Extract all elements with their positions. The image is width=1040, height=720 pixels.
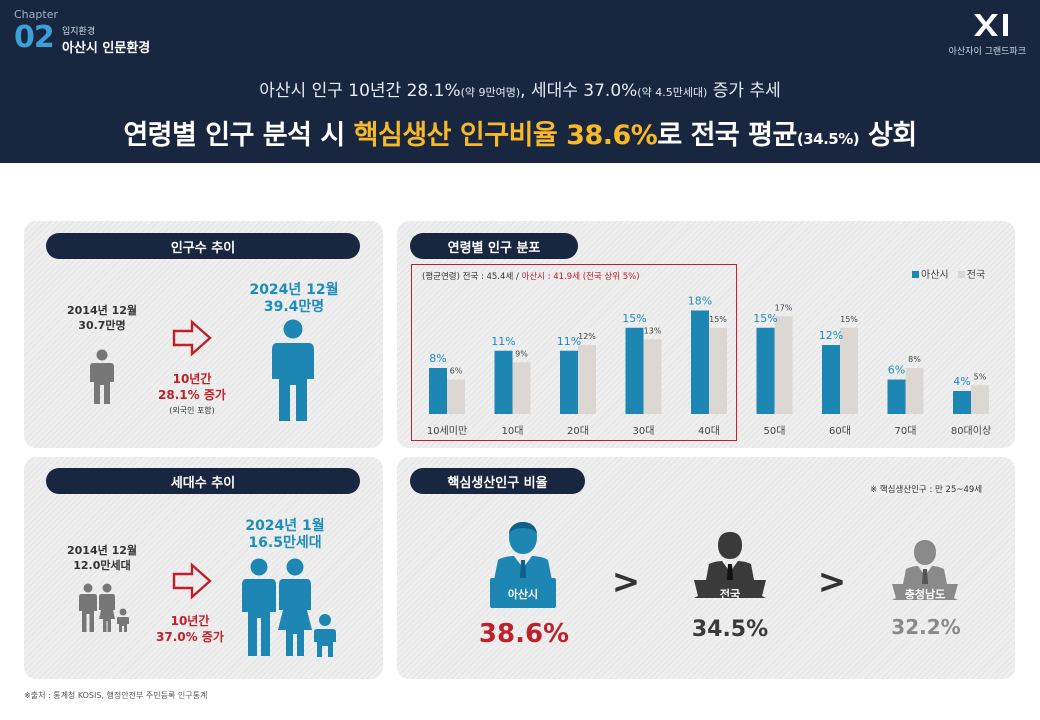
legend-swatch-national	[957, 271, 965, 278]
label-national-0: 6%	[450, 367, 463, 376]
brand-name: 아산자이 그랜드파크	[948, 47, 1026, 57]
person-small-icon	[90, 349, 114, 404]
chapter-label: Chapter	[14, 8, 58, 21]
label-asan-4: 18%	[688, 295, 712, 308]
category-label-3: 30대	[633, 425, 655, 437]
bar-national-0	[447, 379, 465, 414]
average-age-note: (평균연령) 전국 : 45.4세 / 아산시 : 41.9세 (전국 상위 5…	[422, 272, 640, 282]
bar-national-4	[709, 327, 727, 414]
category-label-2: 20대	[567, 425, 589, 437]
label-national-8: 5%	[974, 372, 987, 381]
label-asan-3: 15%	[622, 312, 646, 325]
chungnam-businessman-icon	[892, 540, 958, 600]
population-growth-note: (외국인 포함)	[169, 406, 215, 415]
label-asan-7: 6%	[888, 364, 905, 377]
bar-national-1	[512, 362, 531, 414]
label-national-3: 13%	[644, 326, 662, 335]
family-small-icon	[79, 583, 129, 632]
population-after: 2024년 12월 39.4만명	[249, 282, 339, 315]
bar-asan-2	[560, 350, 578, 414]
household-title: 세대수 추이	[46, 468, 360, 494]
label-asan-5: 15%	[753, 312, 777, 325]
population-growth: 10년간 28.1% 증가	[158, 372, 226, 402]
category-label-5: 50대	[764, 425, 786, 437]
family-large-icon	[242, 558, 336, 657]
source-note: ※출처 : 통계청 KOSIS, 행정안전부 주민등록 인구통계	[24, 691, 208, 700]
age-chart-title: 연령별 인구 분포	[410, 233, 578, 259]
legend-swatch-asan	[912, 271, 919, 278]
label-national-7: 8%	[908, 355, 921, 364]
asan-businessman-icon	[490, 522, 556, 608]
population-title: 인구수 추이	[46, 233, 360, 259]
category-label-0: 10세미만	[427, 425, 467, 437]
category-label-4: 40대	[698, 425, 720, 437]
bar-asan-5	[756, 327, 775, 414]
bar-asan-6	[822, 345, 840, 414]
bar-asan-1	[494, 350, 513, 414]
label-asan-2: 11%	[557, 335, 581, 348]
arrow-right-icon	[172, 319, 212, 357]
greater-than-2: >	[817, 562, 847, 602]
legend-label-asan: 아산시	[921, 270, 949, 281]
bar-asan-7	[887, 379, 906, 414]
legend-label-national: 전국	[966, 270, 986, 281]
label-asan-8: 4%	[953, 375, 970, 388]
national-businessman-icon	[694, 532, 766, 598]
section-title: 아산시 인문환경	[62, 41, 151, 56]
person-large-icon	[272, 319, 314, 421]
section-subtitle: 입지환경	[62, 27, 96, 37]
header: Chapter 02 입지환경 아산시 인문환경 아산자이 그랜드파크 아산시 …	[0, 0, 1040, 163]
headline: 연령별 인구 분석 시 핵심생산 인구비율 38.6%로 전국 평균(34.5%…	[123, 120, 917, 151]
bar-national-3	[643, 339, 662, 414]
core-title: 핵심생산인구 비율	[410, 468, 585, 494]
label-national-6: 15%	[840, 315, 858, 324]
national-label: 전국	[719, 588, 741, 601]
population-before: 2014년 12월 30.7만명	[67, 304, 137, 332]
age-distribution-chart: 8%6%10세미만11%9%10대11%12%20대15%13%30대18%15…	[427, 295, 991, 438]
household-growth: 10년간 37.0% 증가	[156, 614, 224, 644]
greater-than-1: >	[611, 562, 641, 602]
bar-national-7	[905, 368, 924, 414]
core-note: ※ 핵심생산인구 : 만 25~49세	[870, 485, 983, 495]
highlight-box	[411, 264, 737, 441]
bar-national-2	[578, 345, 596, 414]
label-asan-6: 12%	[819, 329, 843, 342]
bar-asan-4	[691, 310, 709, 414]
chungnam-label: 충청남도	[904, 588, 946, 601]
bar-national-5	[774, 316, 793, 414]
asan-core-value: 38.6%	[478, 619, 570, 649]
label-national-2: 12%	[578, 332, 596, 341]
category-label-7: 70대	[895, 425, 917, 437]
household-before: 2014년 12월 12.0만세대	[67, 544, 137, 572]
bar-asan-8	[953, 391, 971, 414]
bar-national-6	[840, 327, 858, 414]
category-label-6: 60대	[829, 425, 851, 437]
label-national-4: 15%	[709, 315, 727, 324]
chungnam-core-value: 32.2%	[891, 615, 961, 639]
label-asan-0: 8%	[429, 352, 446, 365]
chapter-number: 02	[14, 20, 55, 55]
asan-label: 아산시	[507, 588, 539, 601]
chart-legend: 아산시 전국	[912, 266, 985, 281]
national-core-value: 34.5%	[691, 617, 769, 642]
category-label-8: 80대이상	[951, 425, 991, 437]
label-asan-1: 11%	[491, 335, 515, 348]
household-after: 2024년 1월 16.5만세대	[245, 518, 325, 551]
label-national-5: 17%	[775, 303, 793, 312]
bar-national-8	[971, 385, 989, 414]
summary-line: 아산시 인구 10년간 28.1%(약 9만여명), 세대수 37.0%(약 4…	[259, 81, 781, 101]
bar-asan-0	[429, 368, 447, 414]
bar-asan-3	[625, 327, 644, 414]
xi-logo	[974, 14, 1008, 36]
label-national-1: 9%	[515, 349, 528, 358]
arrow-right-icon-2	[172, 562, 212, 600]
category-label-1: 10대	[502, 425, 524, 437]
